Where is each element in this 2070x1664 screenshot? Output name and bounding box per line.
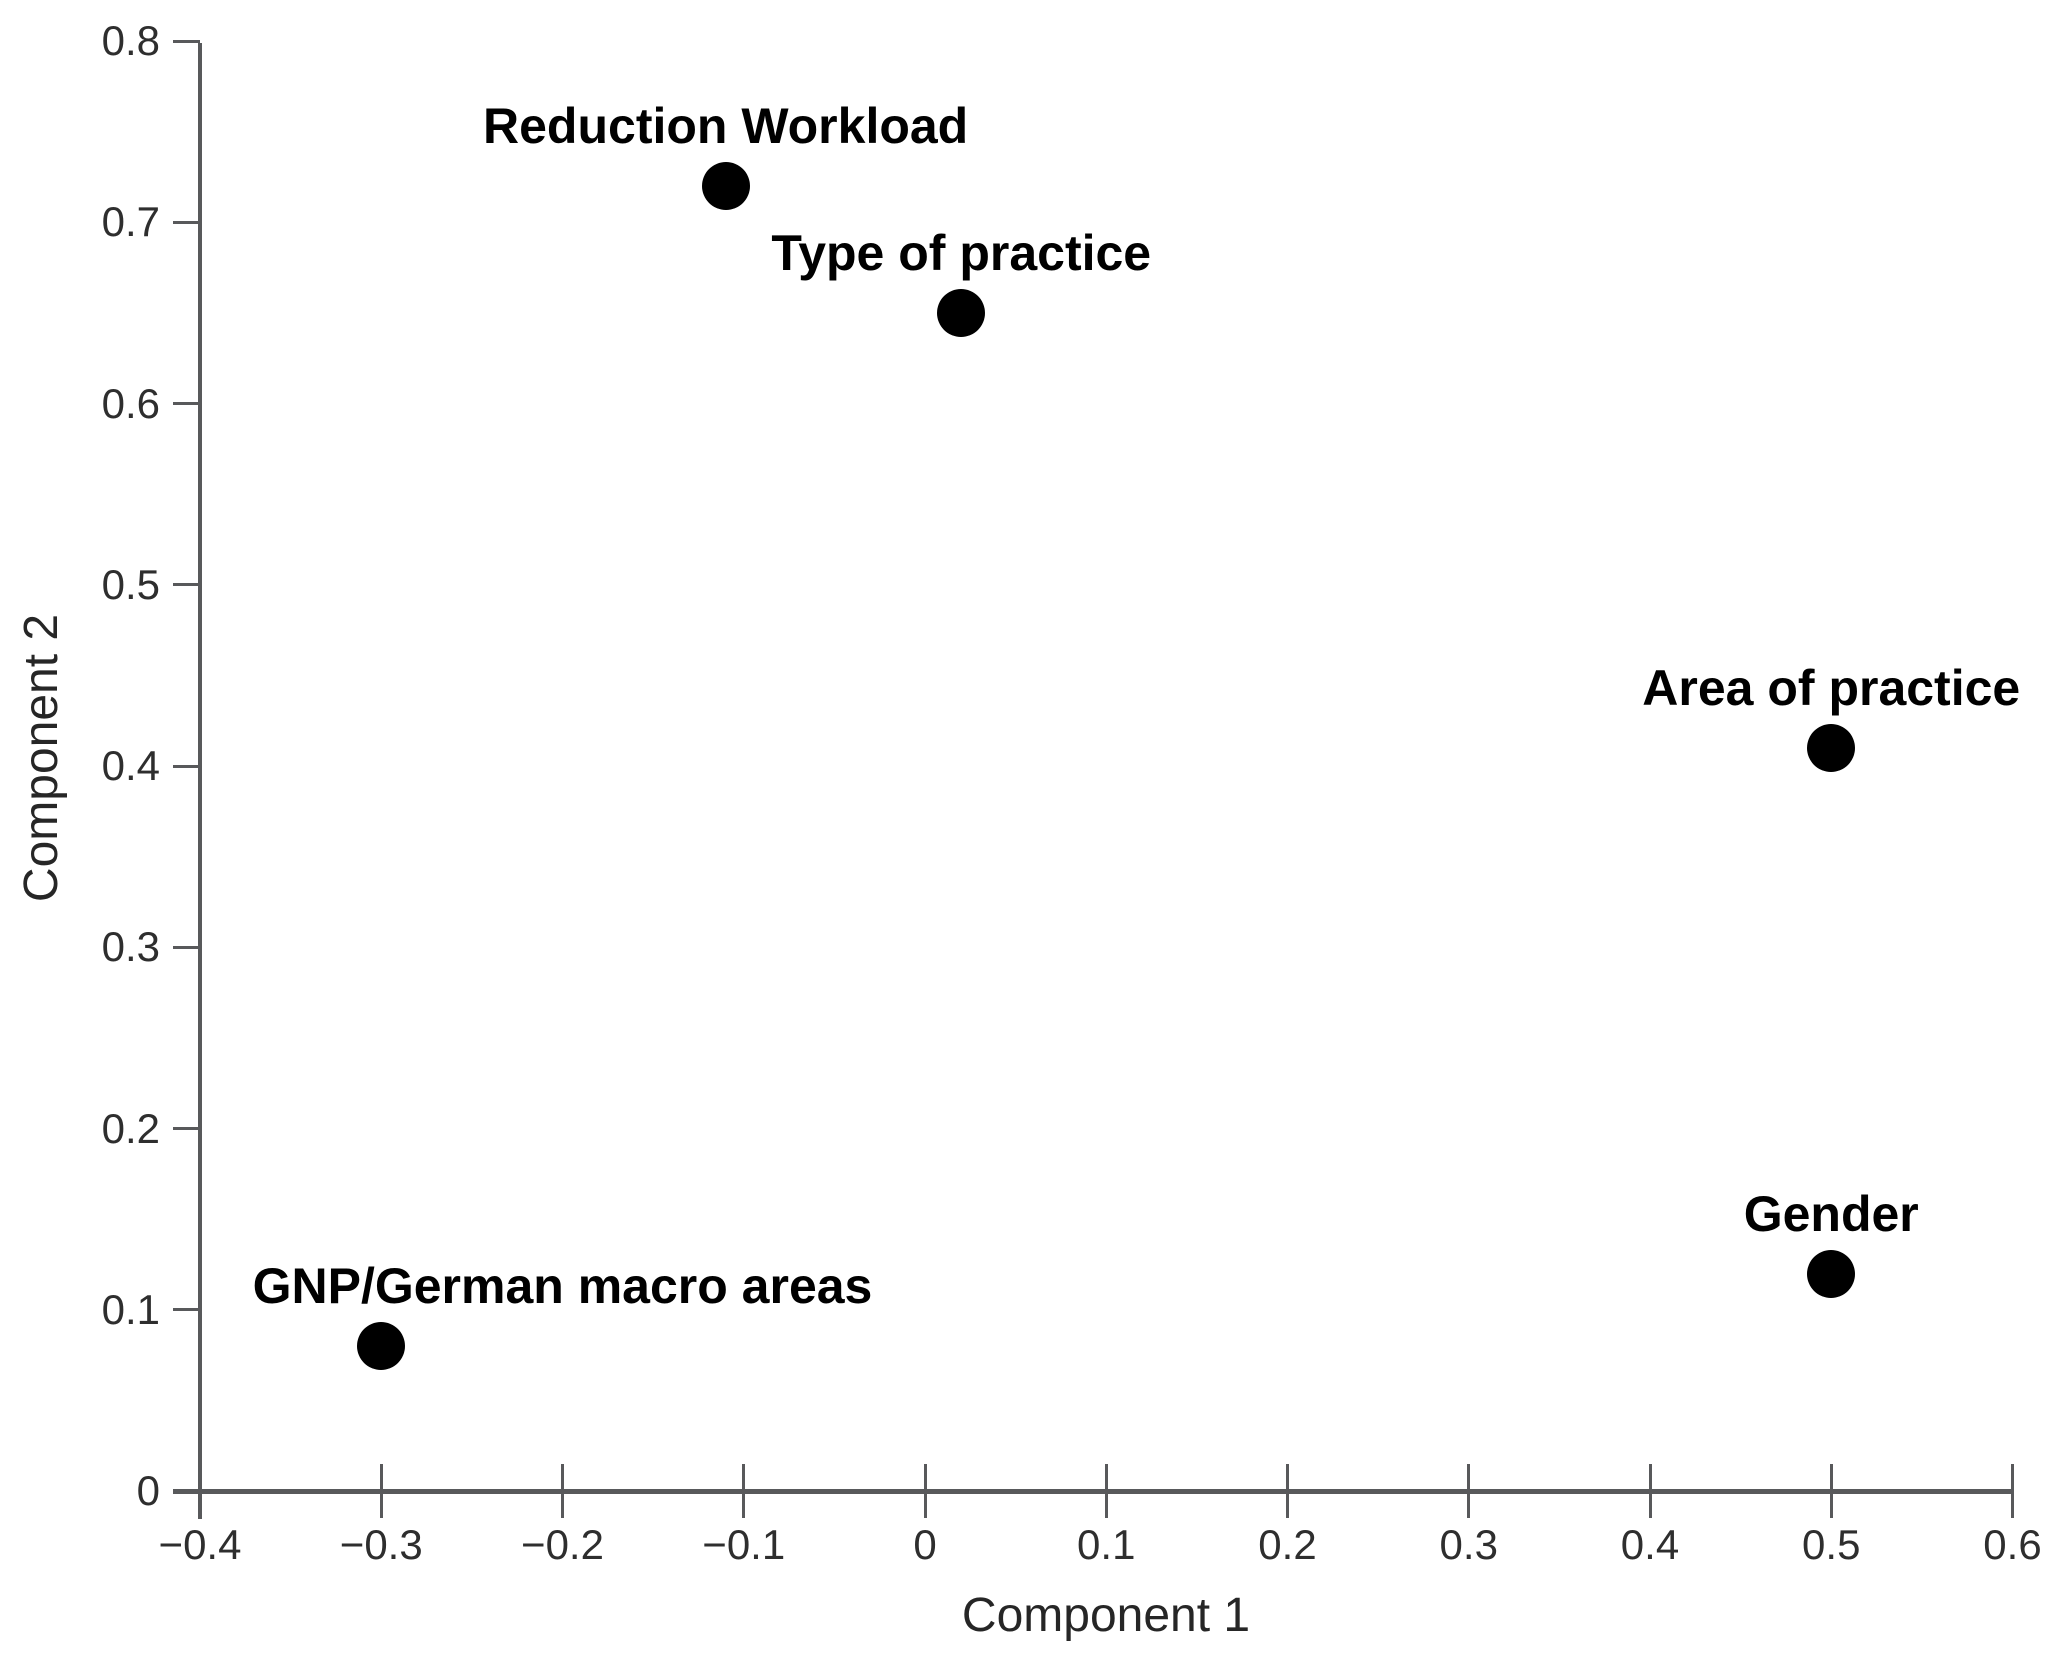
y-axis-tick <box>173 1127 200 1130</box>
y-axis-line <box>198 43 202 1519</box>
data-point-label: GNP/German macro areas <box>252 1258 873 1314</box>
x-axis-tick <box>198 1464 202 1518</box>
data-point-label: Type of practice <box>771 224 1152 281</box>
x-axis-tick-label: 0.5 <box>1802 1521 1861 1568</box>
x-axis-tick <box>561 1464 564 1518</box>
y-axis-tick-label: 0.7 <box>101 198 160 246</box>
x-axis-tick-label: 0.3 <box>1439 1521 1498 1568</box>
x-axis-tick <box>1104 1464 1108 1518</box>
data-point <box>701 162 750 210</box>
x-axis-tick <box>2011 1464 2014 1518</box>
y-axis-tick <box>173 39 200 43</box>
x-axis-tick <box>379 1464 383 1518</box>
x-axis-tick <box>1467 1464 1471 1518</box>
x-axis-tick-label: 0.1 <box>1077 1521 1136 1568</box>
x-axis-tick-label: −0.2 <box>521 1521 604 1568</box>
data-point <box>1807 1249 1856 1298</box>
y-axis-tick <box>173 945 200 949</box>
data-point <box>937 288 986 337</box>
y-axis-tick-label: 0.8 <box>101 17 160 64</box>
y-axis-tick <box>173 583 200 587</box>
x-axis-tick <box>1648 1464 1652 1518</box>
data-point-label: Gender <box>1743 1185 1919 1242</box>
x-axis-tick <box>923 1464 927 1518</box>
data-point-label: Reduction Workload <box>483 98 969 154</box>
x-axis-tick <box>1286 1464 1289 1518</box>
y-axis-tick-label: 0.6 <box>101 379 160 427</box>
x-axis-line <box>173 1489 2014 1494</box>
y-axis-tick-label: 0.5 <box>101 560 160 608</box>
data-point-label: Area of practice <box>1642 659 2021 716</box>
y-axis-title: Component 2 <box>15 613 68 903</box>
data-point <box>357 1322 406 1370</box>
x-axis-tick-label: −0.4 <box>158 1521 242 1568</box>
y-axis-tick-label: 0.2 <box>101 1104 160 1152</box>
y-axis-tick-label: 0.1 <box>101 1285 160 1333</box>
data-point <box>1807 723 1856 772</box>
x-axis-tick-label: −0.3 <box>339 1521 423 1568</box>
y-axis-tick-label: 0.3 <box>101 923 160 971</box>
x-axis-tick-label: 0 <box>913 1521 937 1568</box>
y-axis-tick <box>173 1489 200 1493</box>
x-axis-tick-label: 0.2 <box>1258 1521 1317 1568</box>
x-axis-tick-label: −0.1 <box>702 1521 786 1568</box>
y-axis-tick-label: 0.4 <box>101 742 160 789</box>
x-axis-tick <box>742 1464 746 1518</box>
y-axis-tick <box>173 402 200 405</box>
y-axis-tick-label: 0 <box>136 1467 160 1514</box>
x-axis-tick-label: 0.4 <box>1620 1521 1680 1568</box>
y-axis-tick <box>173 220 200 224</box>
x-axis-tick <box>1829 1464 1833 1518</box>
y-axis-tick <box>173 1308 200 1312</box>
y-axis-tick <box>173 764 200 768</box>
x-axis-title: Component 1 <box>961 1589 1251 1642</box>
x-axis-tick-label: 0.6 <box>1983 1521 2042 1568</box>
